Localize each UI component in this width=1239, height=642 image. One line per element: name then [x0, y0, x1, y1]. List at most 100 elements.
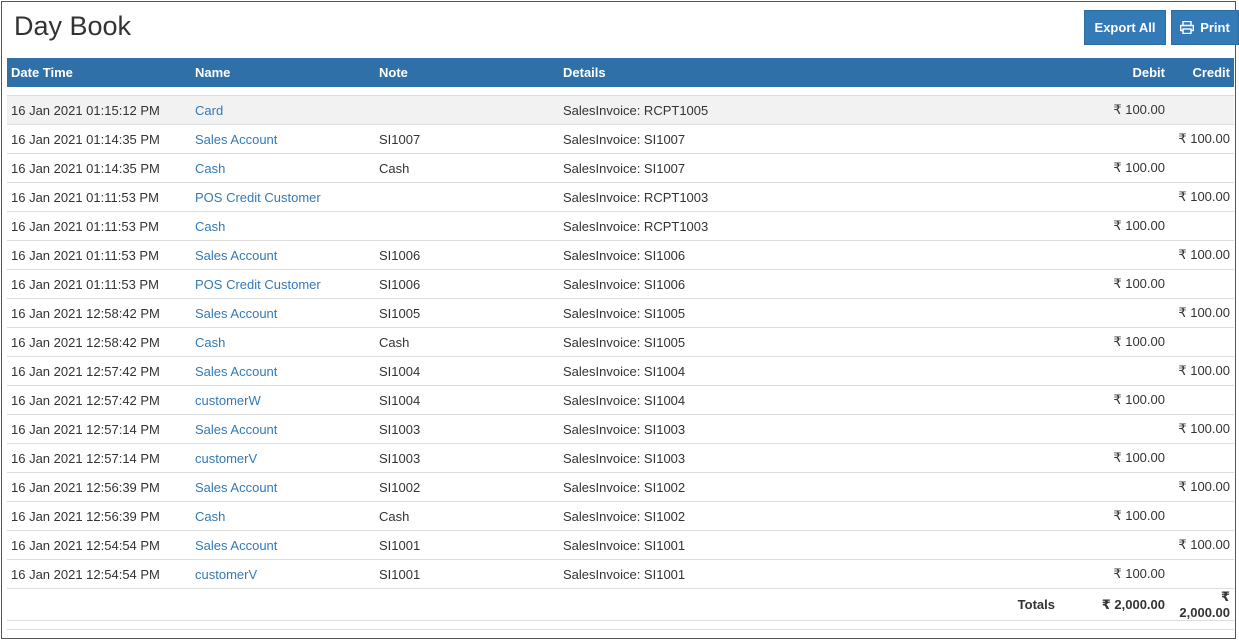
cell-note: SI1006 [375, 269, 559, 299]
cell-name-link[interactable]: Cash [191, 211, 375, 241]
cell-name-link[interactable]: Sales Account [191, 298, 375, 328]
cell-spacer [941, 124, 1059, 154]
cell-note [375, 182, 559, 212]
account-link[interactable]: Sales Account [195, 247, 278, 263]
cell-debit [1059, 240, 1169, 270]
cell-date-time: 16 Jan 2021 12:58:42 PM [7, 327, 191, 357]
account-link[interactable]: customerV [195, 450, 258, 466]
account-link[interactable]: Sales Account [195, 363, 278, 379]
column-header-date-time[interactable]: Date Time [11, 65, 73, 80]
account-link[interactable]: Sales Account [195, 305, 278, 321]
column-header-debit[interactable]: Debit [1132, 65, 1166, 80]
cell-name-link[interactable]: customerV [191, 443, 375, 473]
table-row: 16 Jan 2021 01:15:12 PM Card SalesInvoice:… [7, 95, 1234, 125]
cell-details: SalesInvoice: RCPT1003 [559, 182, 941, 212]
totals-row: Totals ₹ 2,000.00 ₹ 2,000.00 [7, 588, 1234, 621]
table-row: 16 Jan 2021 12:58:42 PM Sales Account SI10… [7, 298, 1234, 328]
account-link[interactable]: Sales Account [195, 537, 278, 553]
cell-spacer [941, 356, 1059, 386]
export-all-button[interactable]: Export All [1084, 10, 1166, 45]
cell-spacer [941, 414, 1059, 444]
column-header-name[interactable]: Name [195, 65, 231, 80]
table-row: 16 Jan 2021 12:54:54 PM customerV SI1001 Sa… [7, 559, 1234, 589]
cell-debit: ₹ 100.00 [1059, 269, 1169, 299]
account-link[interactable]: Sales Account [195, 479, 278, 495]
print-button[interactable]: Print [1171, 10, 1239, 45]
cell-note: SI1006 [375, 240, 559, 270]
account-link[interactable]: customerV [195, 566, 258, 582]
cell-name-link[interactable]: Sales Account [191, 530, 375, 560]
print-label: Print [1200, 20, 1230, 35]
cell-credit [1169, 153, 1234, 183]
cell-note: SI1003 [375, 443, 559, 473]
cell-spacer [941, 153, 1059, 183]
account-link[interactable]: Cash [195, 160, 226, 176]
cell-name-link[interactable]: POS Credit Customer [191, 269, 375, 299]
account-link[interactable]: customerW [195, 392, 261, 408]
cell-spacer [941, 95, 1059, 125]
cell-spacer [941, 240, 1059, 270]
cell-debit [1059, 414, 1169, 444]
account-link[interactable]: Cash [195, 218, 226, 234]
table-row: 16 Jan 2021 01:11:53 PM POS Credit Custom… [7, 269, 1234, 299]
cell-name-link[interactable]: Sales Account [191, 124, 375, 154]
cell-debit: ₹ 100.00 [1059, 443, 1169, 473]
cell-debit: ₹ 100.00 [1059, 211, 1169, 241]
cell-details: SalesInvoice: RCPT1003 [559, 211, 941, 241]
cell-date-time: 16 Jan 2021 01:11:53 PM [7, 269, 191, 299]
cell-name-link[interactable]: Sales Account [191, 414, 375, 444]
cell-note [375, 95, 559, 125]
column-header-details[interactable]: Details [563, 65, 606, 80]
account-link[interactable]: POS Credit Customer [195, 189, 321, 205]
cell-details: SalesInvoice: RCPT1005 [559, 95, 941, 125]
cell-spacer [941, 269, 1059, 299]
account-link[interactable]: Sales Account [195, 421, 278, 437]
cell-details: SalesInvoice: SI1001 [559, 559, 941, 589]
day-book-table: Date Time Name Note Details Debit Credit… [7, 58, 1234, 630]
cell-spacer [941, 501, 1059, 531]
table-row: 16 Jan 2021 12:58:42 PM Cash Cash SalesInvo… [7, 327, 1234, 357]
cell-credit [1169, 501, 1234, 531]
cell-note: SI1001 [375, 530, 559, 560]
table-row: 16 Jan 2021 01:11:53 PM Sales Account SI10… [7, 240, 1234, 270]
cell-credit: ₹ 100.00 [1169, 472, 1234, 502]
cell-name-link[interactable]: customerW [191, 385, 375, 415]
cell-credit: ₹ 100.00 [1169, 530, 1234, 560]
cell-name-link[interactable]: Sales Account [191, 356, 375, 386]
account-link[interactable]: Cash [195, 508, 226, 524]
print-icon [1180, 21, 1195, 34]
cell-name-link[interactable]: customerV [191, 559, 375, 589]
column-header-credit[interactable]: Credit [1192, 65, 1230, 80]
table-row: 16 Jan 2021 12:54:54 PM Sales Account SI10… [7, 530, 1234, 560]
cell-credit: ₹ 100.00 [1169, 356, 1234, 386]
cell-note: SI1004 [375, 356, 559, 386]
cell-name-link[interactable]: Cash [191, 327, 375, 357]
cell-date-time: 16 Jan 2021 12:54:54 PM [7, 559, 191, 589]
table-row: 16 Jan 2021 12:56:39 PM Sales Account SI10… [7, 472, 1234, 502]
cell-credit [1169, 269, 1234, 299]
table-spacer-row [7, 87, 1234, 96]
cell-note: SI1003 [375, 414, 559, 444]
account-link[interactable]: POS Credit Customer [195, 276, 321, 292]
table-header-row: Date Time Name Note Details Debit Credit [7, 58, 1234, 87]
account-link[interactable]: Card [195, 102, 224, 118]
table-footer-spacer [7, 620, 1234, 630]
table-row: 16 Jan 2021 01:11:53 PM POS Credit Custom… [7, 182, 1234, 212]
cell-name-link[interactable]: Sales Account [191, 472, 375, 502]
cell-name-link[interactable]: Cash [191, 153, 375, 183]
cell-date-time: 16 Jan 2021 12:56:39 PM [7, 472, 191, 502]
cell-name-link[interactable]: Cash [191, 501, 375, 531]
cell-note: SI1001 [375, 559, 559, 589]
column-header-note[interactable]: Note [379, 65, 408, 80]
account-link[interactable]: Sales Account [195, 131, 278, 147]
table-row: 16 Jan 2021 01:11:53 PM Cash SalesInvoice:… [7, 211, 1234, 241]
cell-name-link[interactable]: Card [191, 95, 375, 125]
cell-debit: ₹ 100.00 [1059, 385, 1169, 415]
cell-name-link[interactable]: Sales Account [191, 240, 375, 270]
cell-details: SalesInvoice: SI1007 [559, 124, 941, 154]
account-link[interactable]: Cash [195, 334, 226, 350]
totals-label: Totals [941, 588, 1059, 621]
cell-name-link[interactable]: POS Credit Customer [191, 182, 375, 212]
cell-spacer [941, 182, 1059, 212]
cell-details: SalesInvoice: SI1003 [559, 414, 941, 444]
